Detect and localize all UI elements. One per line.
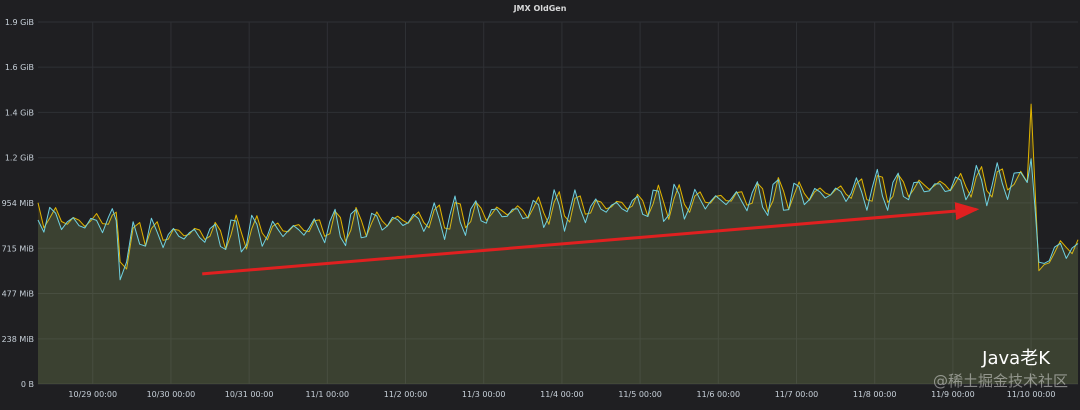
y-tick-label: 715 MiB	[2, 244, 34, 253]
y-tick-label: 238 MiB	[2, 335, 34, 344]
y-tick-label: 954 MiB	[2, 199, 34, 208]
x-tick-label: 11/6 00:00	[697, 390, 741, 399]
y-tick-label: 1.4 GiB	[5, 108, 34, 117]
chart-title: JMX OldGen	[513, 4, 567, 13]
x-tick-label: 11/4 00:00	[540, 390, 584, 399]
y-tick-label: 477 MiB	[2, 289, 34, 298]
series-area	[38, 158, 1078, 384]
x-tick-label: 11/9 00:00	[931, 390, 975, 399]
y-tick-label: 1.6 GiB	[5, 63, 34, 72]
y-tick-label: 1.9 GiB	[5, 18, 34, 27]
x-tick-label: 10/29 00:00	[68, 390, 117, 399]
x-tick-label: 10/30 00:00	[147, 390, 196, 399]
x-tick-label: 11/7 00:00	[775, 390, 819, 399]
y-tick-label: 0 B	[21, 380, 34, 389]
x-tick-label: 11/5 00:00	[618, 390, 662, 399]
x-tick-label: 11/2 00:00	[384, 390, 428, 399]
series-line	[37, 158, 1079, 281]
watermark-sub: @稀土掘金技术社区	[932, 372, 1068, 390]
watermark: Java老K	[982, 348, 1050, 369]
x-tick-label: 11/10 00:00	[1007, 390, 1056, 399]
x-tick-label: 11/1 00:00	[306, 390, 350, 399]
x-tick-label: 11/3 00:00	[462, 390, 506, 399]
x-tick-label: 10/31 00:00	[225, 390, 274, 399]
y-tick-label: 1.2 GiB	[5, 154, 34, 163]
series-line	[37, 103, 1079, 272]
x-tick-label: 11/8 00:00	[853, 390, 897, 399]
trend-arrow	[202, 202, 980, 276]
